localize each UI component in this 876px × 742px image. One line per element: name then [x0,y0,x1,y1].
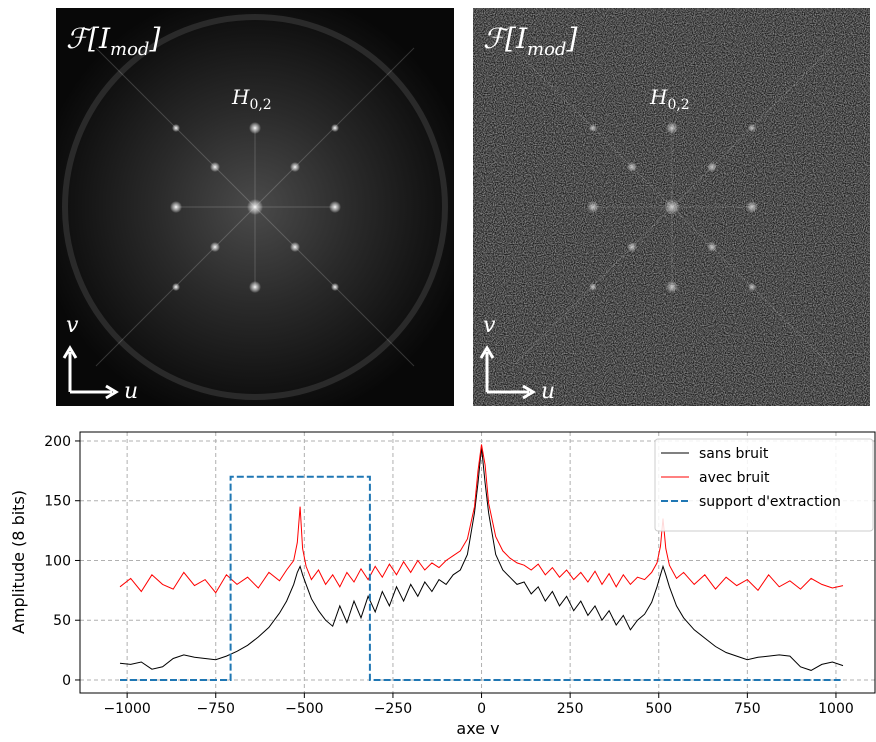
x-tick-label: −500 [285,701,323,717]
image-panel: ℱ[Imod] H0,2 v u [473,8,870,406]
series-line [120,475,843,681]
y-axis-label: Amplitude (8 bits) [9,490,28,634]
x-tick-label: −1000 [103,701,150,717]
y-tick-label: 150 [44,494,71,510]
peak-label: H0,2 [649,85,690,113]
x-tick-label: 750 [734,701,761,717]
y-tick-label: 0 [62,673,71,689]
plot-frame [79,431,876,694]
legend: sans bruit avec bruit support d'extraction [654,438,874,532]
x-axis-label: axe v [456,719,499,738]
panel-title: ℱ[Imod] [483,22,577,60]
y-tick-label: 200 [44,434,71,450]
legend-box [654,438,874,532]
legend-label: avec bruit [699,470,770,486]
axis-label: v [483,313,496,338]
axis-label: u [541,379,555,404]
x-tick-label: 250 [557,701,584,717]
x-tick-label: 1000 [818,701,854,717]
x-tick-label: −250 [374,701,412,717]
x-tick-label: 0 [477,701,486,717]
legend-label: support d'extraction [699,494,841,510]
legend-label: sans bruit [699,446,769,462]
x-tick-label: 500 [645,701,672,717]
y-tick-label: 100 [44,553,71,569]
panel-title: ℱ[Imod] [66,22,160,60]
y-tick-label: 50 [53,613,71,629]
x-tick-label: −750 [197,701,235,717]
series-line [119,444,844,594]
axis-label: v [66,313,79,338]
image-panel: ℱ[Imod] H0,2 v u [56,8,454,406]
axis-label: u [124,379,138,404]
peak-label: H0,2 [231,85,272,113]
